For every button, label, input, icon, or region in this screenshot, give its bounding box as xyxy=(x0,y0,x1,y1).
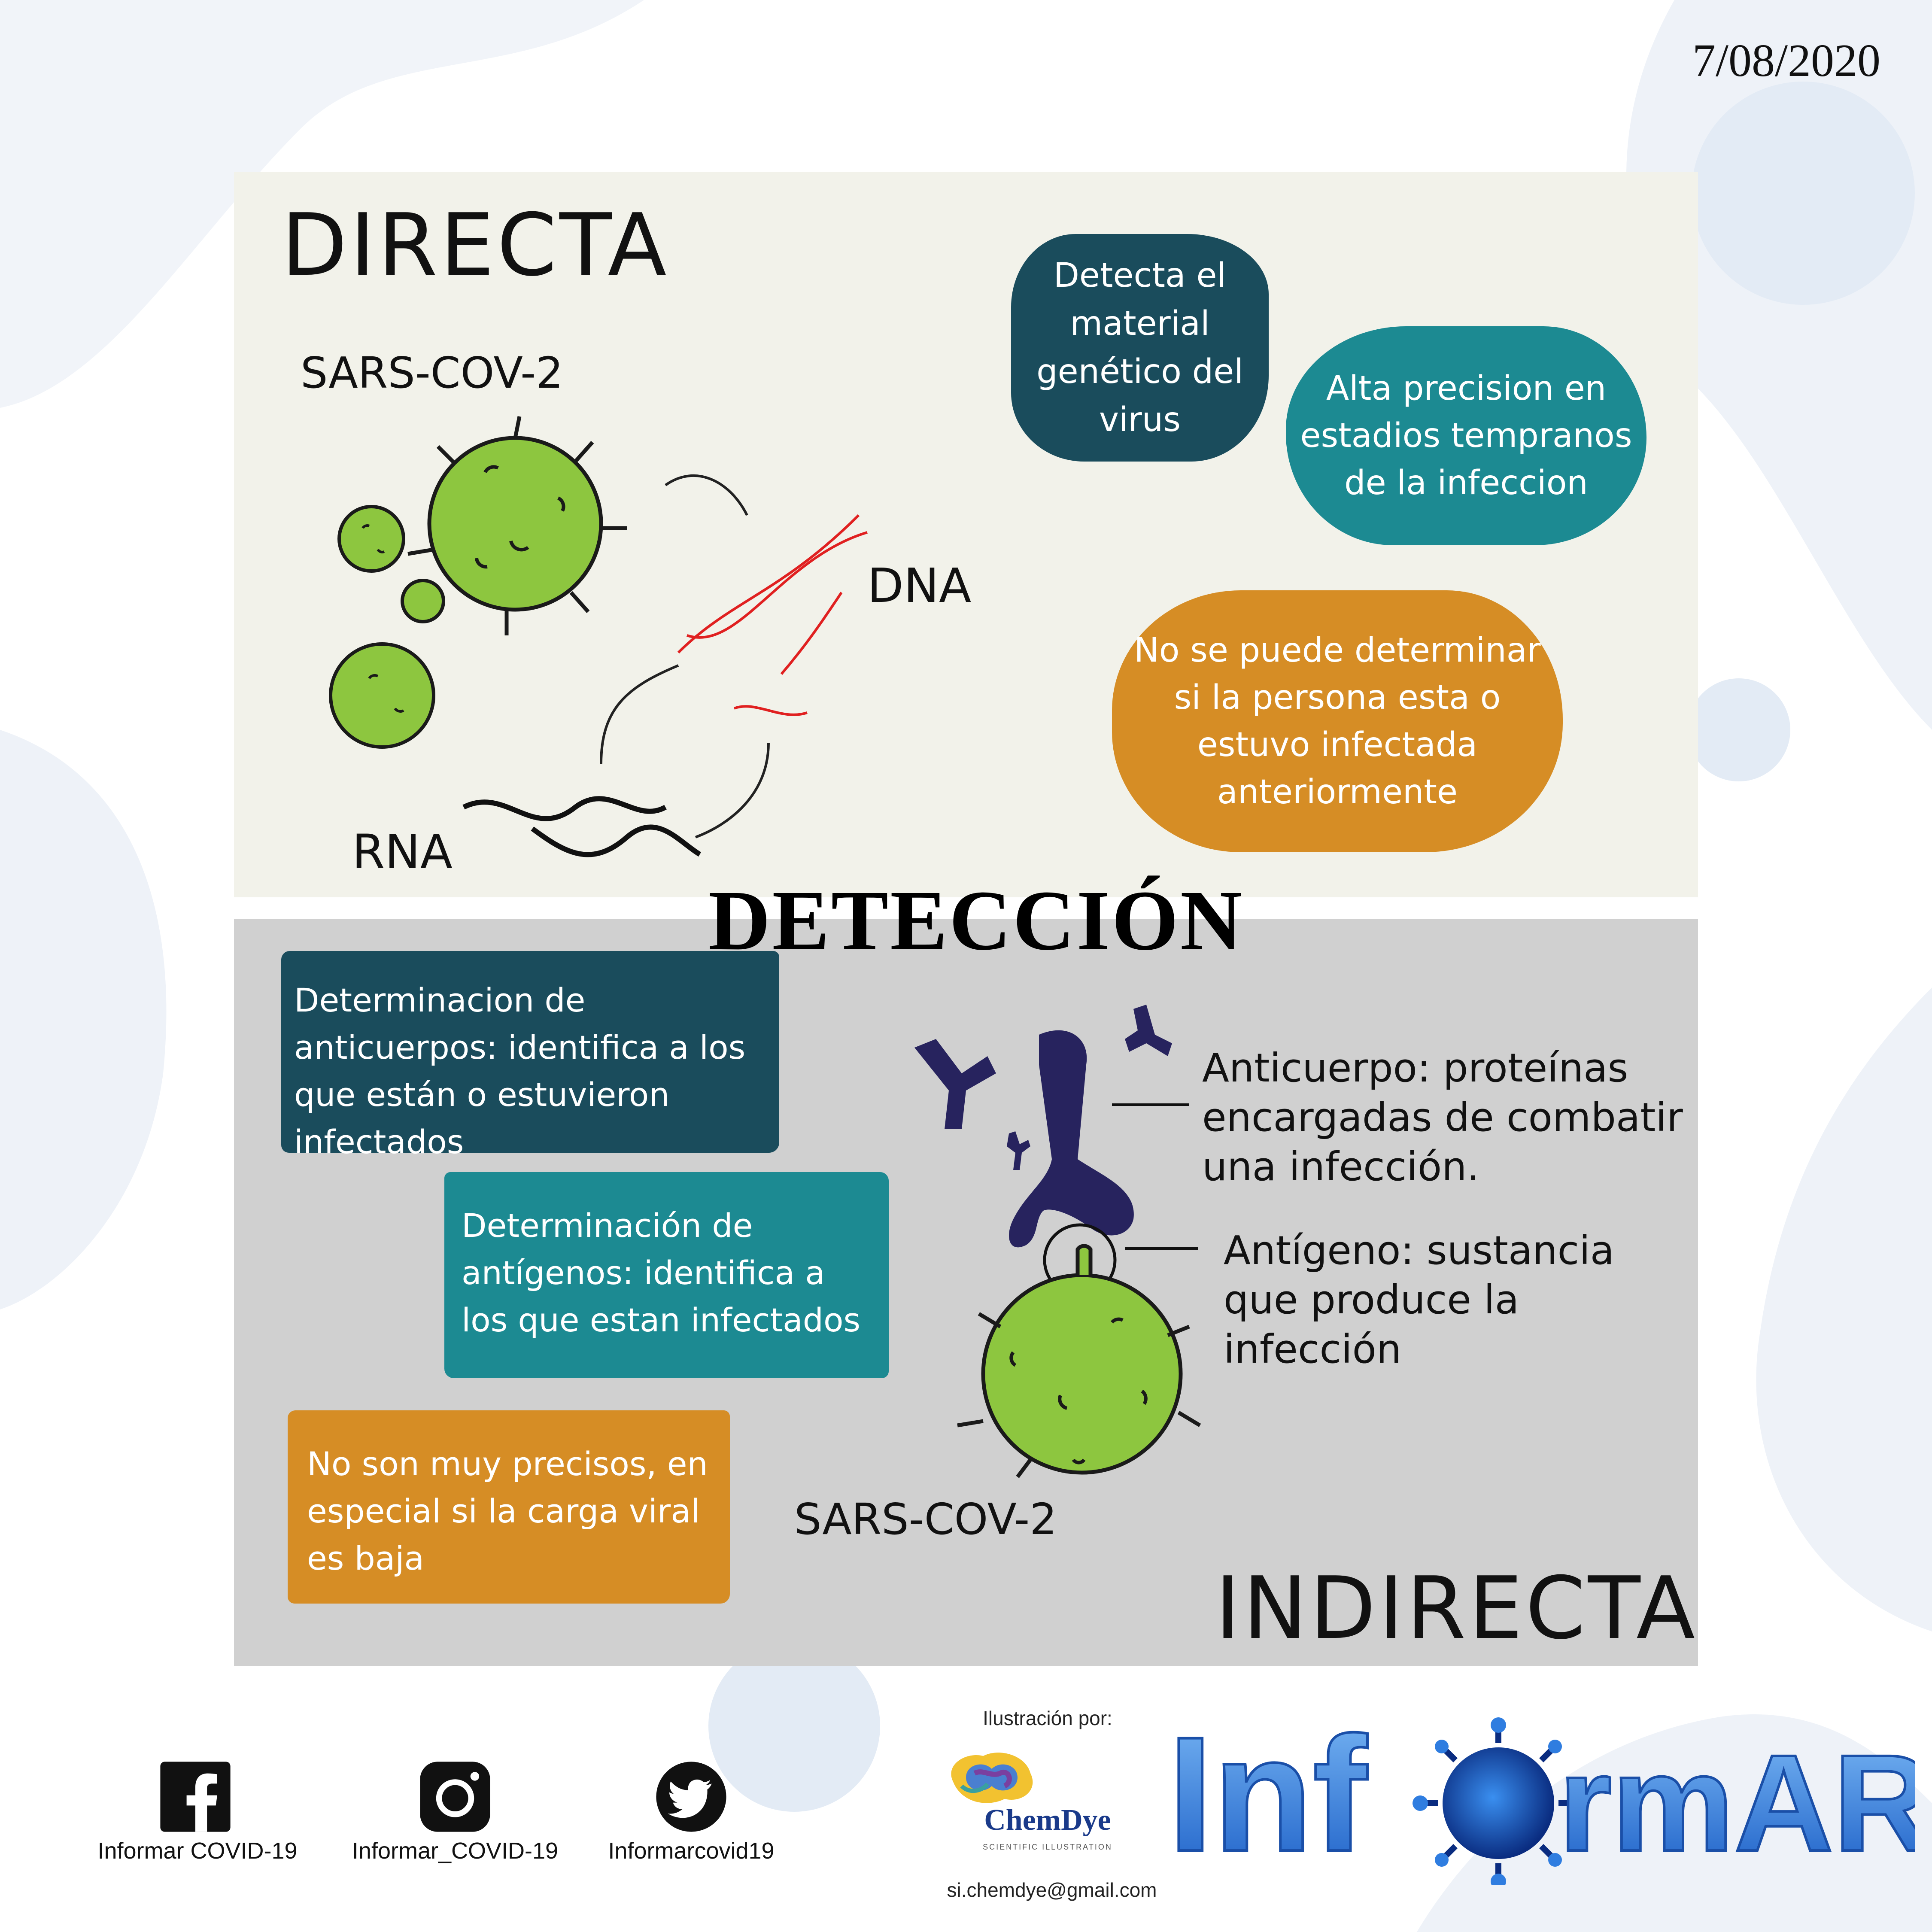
facebook-icon[interactable] xyxy=(159,1760,232,1833)
instagram-icon[interactable] xyxy=(419,1760,492,1833)
informar-brand-logo: Inf rmAR xyxy=(1166,1701,1915,1885)
deteccion-title: DETECCIÓN xyxy=(708,873,1244,968)
dna-label: DNA xyxy=(867,558,972,613)
sars-cov-2-label-bottom: SARS-COV-2 xyxy=(794,1494,1057,1544)
indirecta-title: INDIRECTA xyxy=(1215,1558,1698,1659)
rna-label: RNA xyxy=(352,824,453,879)
arrow-icon xyxy=(695,742,770,838)
antibody-icon xyxy=(914,1005,1172,1248)
directa-illustration xyxy=(329,416,868,857)
antibody-pointer-line xyxy=(1112,1103,1189,1106)
chemdye-subtitle: SCIENTIFIC ILLUSTRATION xyxy=(983,1843,1112,1851)
instagram-handle[interactable]: Informar_COVID-19 xyxy=(352,1838,559,1864)
box-antibody-determination: Determinacion de anticuerpos: identifica… xyxy=(281,951,779,1161)
blob-limitation: No se puede determinar si la persona est… xyxy=(1112,590,1563,852)
virus-large-icon xyxy=(407,416,627,635)
contact-email[interactable]: si.chemdye@gmail.com xyxy=(947,1879,1157,1901)
arrow-icon xyxy=(665,474,748,516)
antibody-annotation: Anticuerpo: proteínas encargadas de comb… xyxy=(1202,1045,1683,1190)
svg-text:rmAR: rmAR xyxy=(1558,1726,1915,1880)
chemdye-logo xyxy=(951,1753,1033,1803)
sars-cov-2-label: SARS-COV-2 xyxy=(301,348,563,398)
arrow-icon xyxy=(600,664,679,765)
box-precision-note: No son muy precisos, en especial si la c… xyxy=(288,1410,730,1604)
virus-small-icon xyxy=(329,505,445,749)
indirecta-illustration xyxy=(914,1005,1201,1478)
antigen-annotation: Antígeno: sustancia que produce la infec… xyxy=(1224,1227,1615,1372)
rna-icon xyxy=(462,796,702,857)
blob-detects-genetic-material: Detecta el material genético del virus xyxy=(1011,234,1269,462)
directa-title: DIRECTA xyxy=(281,195,669,295)
box-antigen-determination: Determinación de antígenos: identifica a… xyxy=(444,1172,889,1378)
coronavirus-icon xyxy=(1413,1717,1584,1885)
svg-text:Inf: Inf xyxy=(1168,1703,1369,1885)
chemdye-name: ChemDye xyxy=(984,1804,1111,1837)
virus-icon xyxy=(957,1244,1201,1478)
illustration-credit-label: Ilustración por: xyxy=(983,1707,1112,1729)
antigen-pointer-line xyxy=(1125,1247,1198,1250)
blob-high-precision: Alta precision en estadios tempranos de … xyxy=(1286,326,1646,545)
dna-icon xyxy=(677,514,868,716)
twitter-handle[interactable]: Informarcovid19 xyxy=(608,1838,775,1864)
facebook-handle[interactable]: Informar COVID-19 xyxy=(97,1838,298,1864)
twitter-icon[interactable] xyxy=(655,1760,728,1833)
date-label: 7/08/2020 xyxy=(1692,35,1880,86)
